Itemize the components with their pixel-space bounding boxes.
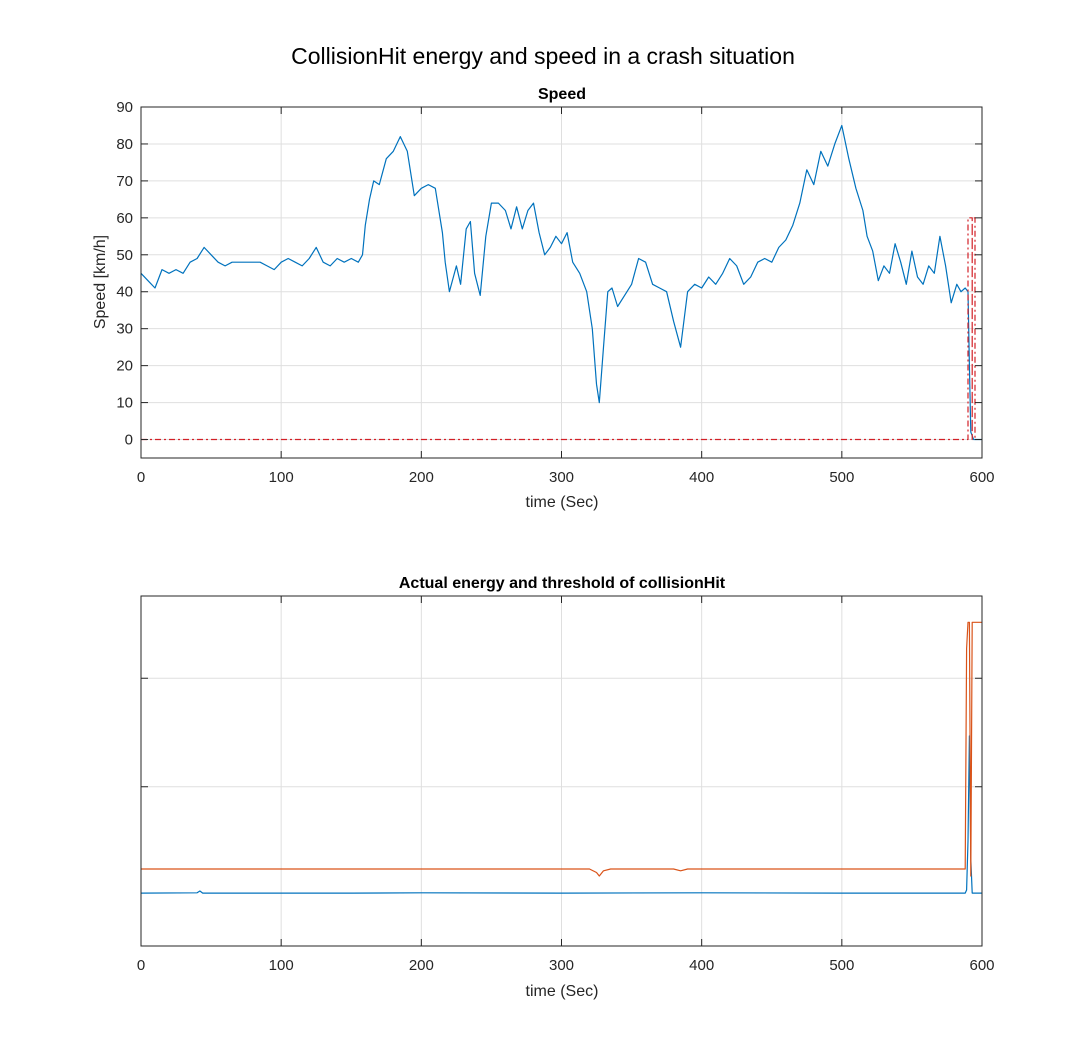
energy-chart-title: Actual energy and threshold of collision… (399, 575, 726, 592)
energy-chart: Actual energy and threshold of collision… (137, 575, 995, 1000)
speed-chart-ticks: 0 100 200 300 400 500 600 0 10 20 30 40 50 60 70 80 90 (116, 99, 994, 486)
xtick-label: 400 (689, 469, 714, 486)
xtick-label: 600 (969, 469, 994, 486)
ytick-label: 40 (116, 284, 133, 301)
xtick-label: 300 (549, 469, 574, 486)
speed-chart-series (140, 124, 982, 441)
ytick-label: 60 (116, 210, 133, 227)
figure-title: CollisionHit energy and speed in a crash… (291, 43, 795, 69)
ytick-label: 20 (116, 358, 133, 375)
speed-chart-xlabel: time (Sec) (526, 494, 599, 511)
series-line-1 (141, 217, 976, 441)
energy-chart-series (140, 621, 982, 894)
xtick-label: 100 (269, 957, 294, 974)
xtick-label: 500 (829, 469, 854, 486)
energy-chart-ticks: 0 100 200 300 400 500 600 (137, 596, 995, 974)
ytick-label: 0 (125, 432, 133, 449)
xtick-label: 200 (409, 469, 434, 486)
ytick-label: 10 (116, 395, 133, 412)
xtick-label: 300 (549, 957, 574, 974)
ytick-label: 50 (116, 247, 133, 264)
xtick-label: 0 (137, 957, 145, 974)
series-line-0 (140, 124, 982, 441)
xtick-label: 400 (689, 957, 714, 974)
ytick-label: 30 (116, 321, 133, 338)
ytick-label: 80 (116, 136, 133, 153)
xtick-label: 200 (409, 957, 434, 974)
ytick-label: 70 (116, 173, 133, 190)
speed-chart: Speed 0 100 200 300 400 500 600 0 10 20 30 40 50 60 70… (92, 86, 995, 511)
xtick-label: 600 (969, 957, 994, 974)
xtick-label: 500 (829, 957, 854, 974)
ytick-label: 90 (116, 99, 133, 116)
speed-chart-grid (140, 106, 983, 458)
speed-chart-title: Speed (538, 86, 586, 103)
series-line-1 (141, 621, 982, 877)
energy-chart-xlabel: time (Sec) (526, 983, 599, 1000)
xtick-label: 100 (269, 469, 294, 486)
speed-chart-ylabel: Speed [km/h] (92, 235, 109, 329)
xtick-label: 0 (137, 469, 145, 486)
